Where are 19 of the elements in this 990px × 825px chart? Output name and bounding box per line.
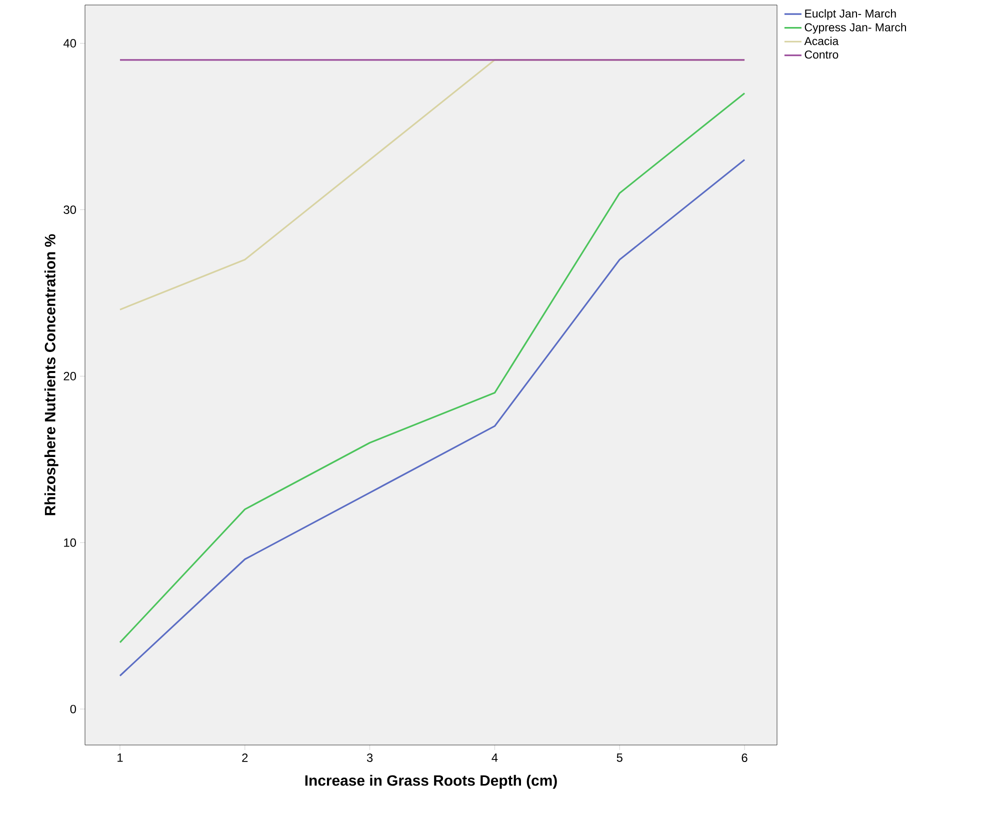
x-tick-label: 3 bbox=[366, 754, 373, 762]
line-series bbox=[119, 158, 746, 677]
y-tick-label: 0 bbox=[70, 704, 76, 714]
x-tick-label: 5 bbox=[616, 754, 622, 762]
y-tick-label: 30 bbox=[64, 205, 76, 214]
x-tick-label: 2 bbox=[242, 754, 248, 762]
legend-label: Euclpt Jan- March bbox=[805, 9, 896, 20]
y-tick-label: 20 bbox=[64, 372, 76, 380]
y-tick-label: 10 bbox=[64, 538, 76, 547]
y-axis-title: Rhizosphere Nutrients Concentration % bbox=[44, 234, 58, 516]
legend-label: Cypress Jan- March bbox=[804, 22, 906, 34]
y-tick-label: 40 bbox=[63, 39, 76, 48]
x-tick-label: 6 bbox=[742, 754, 748, 762]
x-tick-label: 1 bbox=[118, 754, 123, 762]
x-tick-label: 4 bbox=[492, 754, 498, 762]
legend-label: Contro bbox=[804, 50, 838, 59]
x-axis-title: Increase in Grass Roots Depth (cm) bbox=[305, 774, 557, 789]
legend-label: Acacia bbox=[804, 36, 839, 46]
line-series bbox=[119, 92, 746, 644]
